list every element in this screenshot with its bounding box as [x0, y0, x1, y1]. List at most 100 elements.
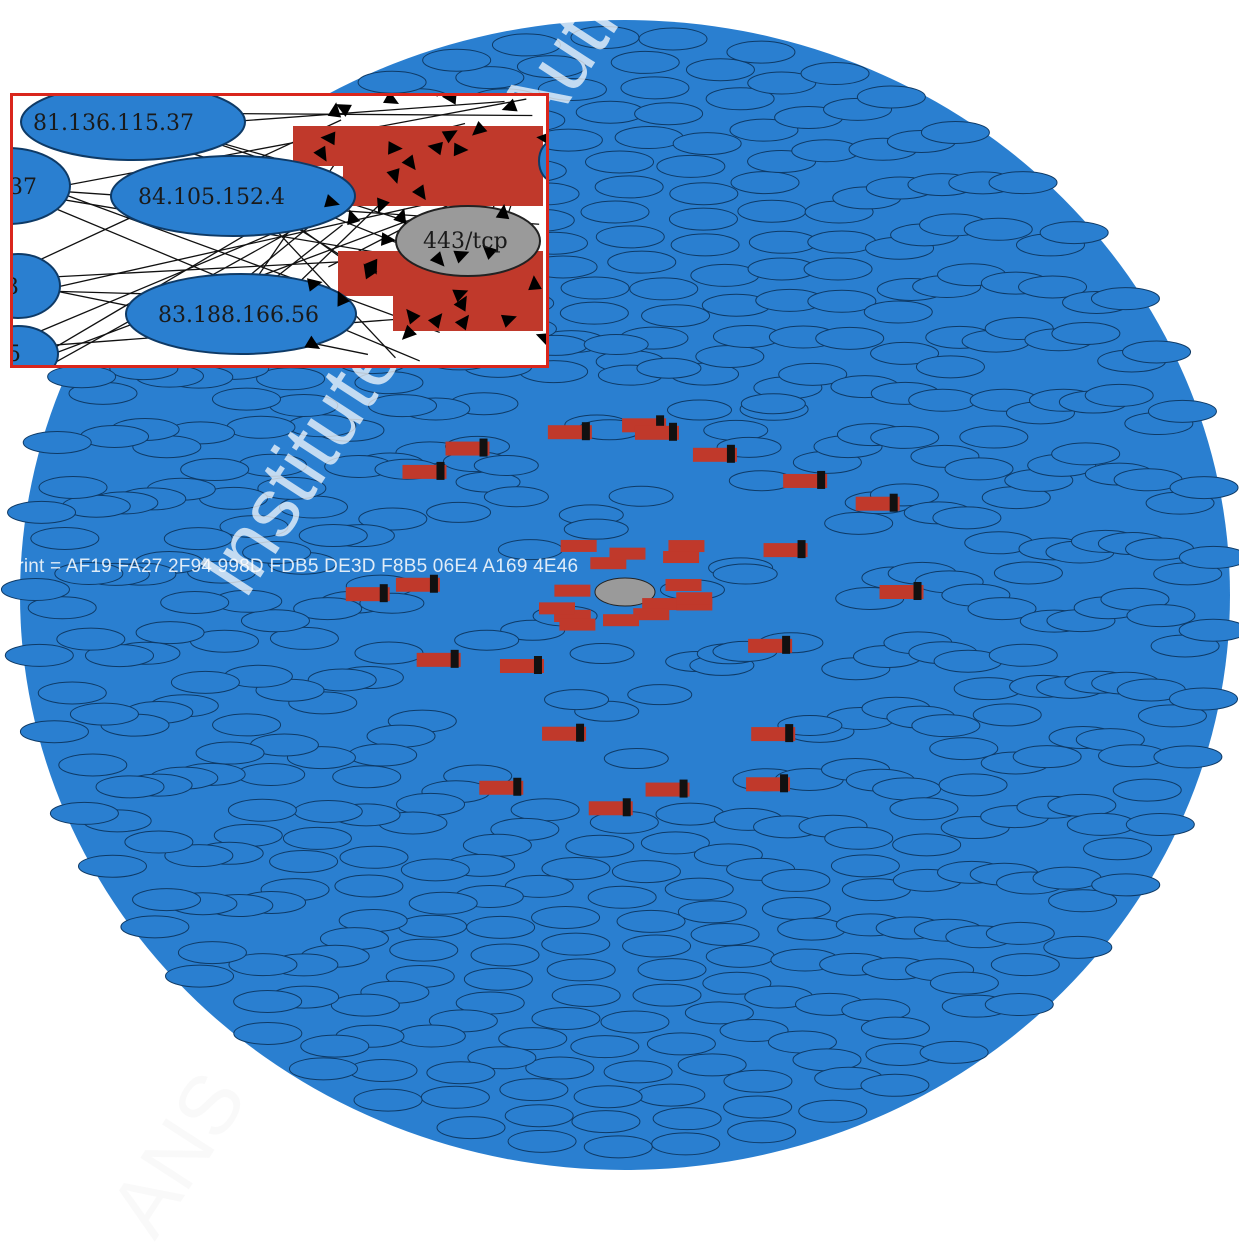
port-node	[665, 579, 701, 591]
inset-node-label: 81.136.115.37	[33, 111, 194, 136]
ip-node	[397, 1025, 465, 1047]
ip-node	[762, 897, 830, 919]
ip-node	[38, 682, 106, 704]
ip-node	[630, 278, 698, 300]
ip-node	[335, 875, 403, 897]
ip-node	[532, 1007, 600, 1029]
ip-node	[665, 878, 733, 900]
ip-node	[724, 1070, 792, 1092]
ip-node	[1154, 746, 1222, 768]
ip-node	[916, 356, 984, 378]
ip-node	[8, 501, 76, 523]
ip-node	[526, 1057, 594, 1079]
ip-node	[532, 906, 600, 928]
ip-node	[741, 394, 805, 414]
ip-node	[989, 644, 1057, 666]
ip-node	[566, 835, 634, 857]
ip-node	[500, 1079, 568, 1101]
port-node	[539, 602, 575, 614]
ip-node	[669, 208, 737, 230]
ip-node	[612, 861, 680, 883]
ip-node	[464, 968, 532, 990]
inset-node-label: 5	[13, 342, 21, 365]
ip-node	[136, 622, 204, 644]
ip-node	[547, 959, 615, 981]
inset-node-label: 83.188.166.56	[158, 303, 319, 328]
ip-node	[1085, 384, 1153, 406]
ip-node	[560, 302, 628, 324]
ip-node	[581, 201, 649, 223]
ip-node	[728, 1121, 796, 1143]
ip-node	[989, 172, 1057, 194]
ip-node	[228, 799, 296, 821]
ip-node	[920, 1041, 988, 1063]
ip-node	[1044, 936, 1112, 958]
port-arrowheads	[780, 774, 788, 792]
ip-node	[333, 766, 401, 788]
ip-node	[930, 972, 998, 994]
ip-node	[696, 345, 764, 367]
ip-node	[125, 831, 193, 853]
ip-node	[713, 564, 777, 584]
port-arrowheads	[576, 724, 584, 742]
inset-node-label: 84.105.152.4	[138, 185, 285, 210]
ip-node	[455, 630, 519, 650]
ip-node	[5, 644, 73, 666]
ip-node	[973, 704, 1041, 726]
ip-node	[1084, 838, 1152, 860]
ip-node	[623, 935, 691, 957]
ip-node	[628, 685, 692, 705]
ip-node	[985, 994, 1053, 1016]
ip-node	[724, 1096, 792, 1118]
ip-node	[511, 799, 579, 821]
ip-node	[552, 984, 620, 1006]
ip-node	[1170, 688, 1238, 710]
ip-node	[289, 1058, 357, 1080]
ip-node	[70, 703, 138, 725]
ip-node	[545, 690, 609, 710]
ip-node	[23, 431, 91, 453]
port-arrowheads	[798, 540, 806, 558]
ip-node	[1013, 746, 1081, 768]
ip-node	[474, 455, 538, 475]
ip-node	[1170, 477, 1238, 499]
inset-node-label: 443/tcp	[423, 229, 508, 254]
port-node	[561, 540, 597, 552]
ip-node	[642, 305, 710, 327]
ip-node	[921, 121, 989, 143]
ip-node	[1067, 813, 1135, 835]
ip-node	[804, 258, 872, 280]
ip-node	[994, 562, 1062, 584]
ip-node	[738, 200, 806, 222]
ip-node	[673, 133, 741, 155]
ip-node	[166, 965, 234, 987]
ip-node	[1092, 874, 1160, 896]
ip-node	[933, 507, 1001, 529]
port-node	[668, 540, 704, 552]
ip-node	[471, 944, 539, 966]
ip-node	[1126, 813, 1194, 835]
port-arrowheads	[890, 494, 898, 512]
ip-node	[1123, 341, 1191, 363]
ip-node	[399, 915, 467, 937]
ip-node	[595, 176, 663, 198]
ip-node	[59, 754, 127, 776]
ip-node	[463, 834, 531, 856]
ip-node	[237, 764, 305, 786]
port-arrowheads	[623, 798, 631, 816]
ip-node	[633, 984, 701, 1006]
ip-node	[584, 335, 648, 355]
port-arrowheads	[785, 724, 793, 742]
ip-node	[508, 1130, 576, 1152]
port-arrowheads	[727, 445, 735, 463]
ip-node	[831, 855, 899, 877]
port-node	[676, 592, 712, 604]
ip-node	[1179, 546, 1239, 568]
ip-node	[409, 892, 477, 914]
ip-node	[283, 827, 351, 849]
ip-node	[234, 1022, 302, 1044]
ip-node	[749, 231, 817, 253]
ip-node	[991, 954, 1059, 976]
ip-node	[912, 715, 980, 737]
ip-node	[825, 512, 893, 534]
